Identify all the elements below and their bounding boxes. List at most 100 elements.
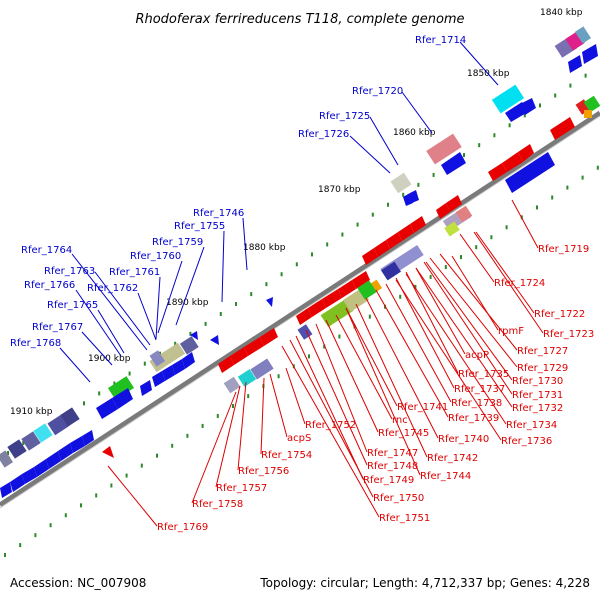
label-rfer-1723[interactable]: Rfer_1723 (543, 329, 594, 340)
leader-line (289, 339, 374, 498)
label-rfer-1730[interactable]: Rfer_1730 (512, 376, 563, 387)
leader-line (191, 391, 237, 504)
label-rfer-1744[interactable]: Rfer_1744 (420, 471, 471, 482)
label-rfer-1736[interactable]: Rfer_1736 (501, 436, 552, 447)
label-rfer-1722[interactable]: Rfer_1722 (534, 309, 585, 320)
label-rfer-1748[interactable]: Rfer_1748 (367, 461, 418, 472)
tick-mark (4, 553, 6, 557)
label-rfer-1741[interactable]: Rfer_1741 (397, 402, 448, 413)
label-rfer-1738[interactable]: Rfer_1738 (451, 398, 502, 409)
tick-mark (22, 441, 25, 446)
leader-line (423, 261, 513, 395)
label-rfer-1735[interactable]: Rfer_1735 (458, 369, 509, 380)
tick-mark (110, 483, 113, 488)
tick-mark (508, 123, 511, 128)
label-rfer-1769[interactable]: Rfer_1769 (157, 522, 208, 533)
label-rfer-1729[interactable]: Rfer_1729 (517, 363, 568, 374)
leader-line (429, 257, 518, 368)
leader-line (81, 331, 113, 366)
tick-mark (539, 103, 541, 108)
leader-line (355, 303, 428, 458)
leader-line (215, 385, 241, 488)
label-rfer-1731[interactable]: Rfer_1731 (512, 390, 563, 401)
tick-mark (356, 222, 359, 227)
label-rfer-1754[interactable]: Rfer_1754 (261, 450, 312, 461)
label-rnc[interactable]: rnc (392, 415, 408, 426)
label-rfer-1734[interactable]: Rfer_1734 (506, 420, 557, 431)
tick-mark (566, 185, 569, 190)
label-rfer-1763[interactable]: Rfer_1763 (44, 266, 95, 277)
label-rfer-1746[interactable]: Rfer_1746 (193, 208, 244, 219)
label-rfer-1755[interactable]: Rfer_1755 (174, 221, 225, 232)
label-rfer-1725[interactable]: Rfer_1725 (319, 111, 370, 122)
forward-gene-labels: Rfer_1714 Rfer_1720 Rfer_1725 Rfer_1726 … (10, 35, 466, 349)
leader-line (107, 465, 158, 527)
label-rfer-1750[interactable]: Rfer_1750 (373, 493, 424, 504)
leader-line (511, 199, 539, 249)
label-rfer-1758[interactable]: Rfer_1758 (192, 499, 243, 510)
label-rfer-1757[interactable]: Rfer_1757 (216, 483, 267, 494)
label-rpmf[interactable]: rpmF (498, 326, 524, 337)
leader-line (473, 231, 544, 334)
leader-line (285, 367, 306, 425)
label-rfer-1765[interactable]: Rfer_1765 (47, 300, 98, 311)
leader-line (439, 253, 518, 351)
label-rfer-1766[interactable]: Rfer_1766 (24, 280, 75, 291)
leader-line (137, 292, 157, 341)
label-rfer-1714[interactable]: Rfer_1714 (415, 35, 466, 46)
label-rfer-1756[interactable]: Rfer_1756 (238, 466, 289, 477)
label-rfer-1724[interactable]: Rfer_1724 (494, 278, 545, 289)
leader-line (395, 279, 502, 441)
label-rfer-1747[interactable]: Rfer_1747 (367, 448, 418, 459)
label-rfer-1767[interactable]: Rfer_1767 (32, 322, 83, 333)
tick-mark (201, 423, 204, 428)
label-rfer-1749[interactable]: Rfer_1749 (363, 475, 414, 486)
label-rfer-1752[interactable]: Rfer_1752 (305, 420, 356, 431)
tick-mark (7, 451, 9, 455)
label-rfer-1732[interactable]: Rfer_1732 (512, 403, 563, 414)
tick-mark (216, 413, 219, 418)
leader-line (415, 267, 513, 408)
label-rfer-1719[interactable]: Rfer_1719 (538, 244, 589, 255)
leader-line (451, 255, 499, 331)
leader-line (59, 347, 91, 383)
tick-mark (596, 165, 599, 170)
label-acpp[interactable]: acpP (465, 350, 489, 361)
tick-mark (338, 334, 341, 339)
topology-summary: Topology: circular; Length: 4,712,337 bp… (259, 576, 590, 590)
map-title: Rhodoferax ferrireducens T118, complete … (135, 12, 464, 27)
label-rfer-1739[interactable]: Rfer_1739 (448, 413, 499, 424)
label-rfer-1740[interactable]: Rfer_1740 (438, 434, 489, 445)
label-rfer-1762[interactable]: Rfer_1762 (87, 283, 138, 294)
label-rfer-1745[interactable]: Rfer_1745 (378, 428, 429, 439)
tick-mark (341, 232, 344, 237)
label-rfer-1726[interactable]: Rfer_1726 (298, 129, 349, 140)
tick-mark (475, 245, 478, 250)
leader-line (369, 116, 399, 166)
label-rfer-1737[interactable]: Rfer_1737 (454, 384, 505, 395)
label-rfer-1720[interactable]: Rfer_1720 (352, 86, 403, 97)
leader-line (349, 135, 391, 174)
label-rfer-1751[interactable]: Rfer_1751 (379, 513, 430, 524)
tick-mark (95, 493, 98, 498)
label-rfer-1764[interactable]: Rfer_1764 (21, 245, 72, 256)
label-rfer-1760[interactable]: Rfer_1760 (130, 251, 181, 262)
tick-mark (551, 195, 554, 200)
leader-line (345, 307, 398, 407)
label-rfer-1759[interactable]: Rfer_1759 (152, 237, 203, 248)
tick-1910: 1910 kbp (10, 407, 53, 417)
tick-mark (523, 113, 526, 118)
leader-line (385, 283, 452, 403)
label-rfer-1761[interactable]: Rfer_1761 (109, 267, 160, 278)
label-rfer-1742[interactable]: Rfer_1742 (427, 453, 478, 464)
tick-mark (493, 133, 496, 138)
tick-mark (581, 175, 584, 180)
label-rfer-1727[interactable]: Rfer_1727 (517, 346, 568, 357)
label-leader-lines (59, 41, 544, 527)
label-acps[interactable]: acpS (287, 433, 311, 444)
leader-line (221, 230, 225, 303)
tick-mark (295, 262, 298, 267)
tick-mark (536, 205, 538, 210)
label-rfer-1768[interactable]: Rfer_1768 (10, 338, 61, 349)
